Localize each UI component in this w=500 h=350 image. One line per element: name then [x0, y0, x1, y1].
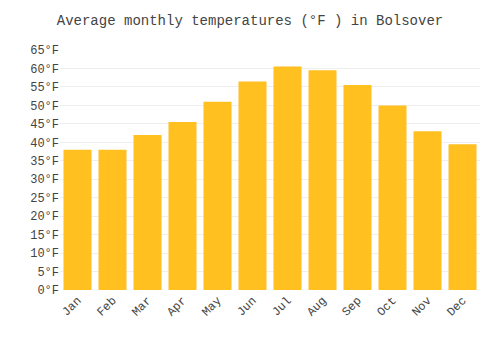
svg-text:40°F: 40°F — [30, 137, 59, 151]
svg-text:Jan: Jan — [59, 294, 84, 319]
svg-text:50°F: 50°F — [30, 100, 59, 114]
svg-text:15°F: 15°F — [30, 229, 59, 243]
svg-text:10°F: 10°F — [30, 247, 59, 261]
svg-text:0°F: 0°F — [37, 284, 59, 298]
svg-text:Jun: Jun — [234, 294, 259, 319]
svg-text:Apr: Apr — [164, 294, 189, 319]
svg-text:5°F: 5°F — [37, 266, 59, 280]
svg-text:Jul: Jul — [269, 294, 294, 319]
svg-text:Feb: Feb — [94, 294, 119, 319]
svg-text:20°F: 20°F — [30, 210, 59, 224]
svg-text:May: May — [199, 294, 224, 319]
svg-text:Aug: Aug — [304, 294, 329, 319]
svg-text:Dec: Dec — [444, 294, 469, 319]
svg-text:35°F: 35°F — [30, 155, 59, 169]
svg-text:60°F: 60°F — [30, 63, 59, 77]
svg-text:25°F: 25°F — [30, 192, 59, 206]
svg-text:Nov: Nov — [409, 294, 434, 319]
svg-text:45°F: 45°F — [30, 118, 59, 132]
svg-text:30°F: 30°F — [30, 173, 59, 187]
svg-text:65°F: 65°F — [30, 44, 59, 58]
svg-text:Average monthly temperatures (: Average monthly temperatures (°F ) in Bo… — [57, 13, 443, 29]
svg-text:Oct: Oct — [374, 294, 399, 319]
svg-text:Mar: Mar — [129, 294, 154, 319]
svg-text:55°F: 55°F — [30, 81, 59, 95]
svg-text:Sep: Sep — [339, 294, 364, 319]
